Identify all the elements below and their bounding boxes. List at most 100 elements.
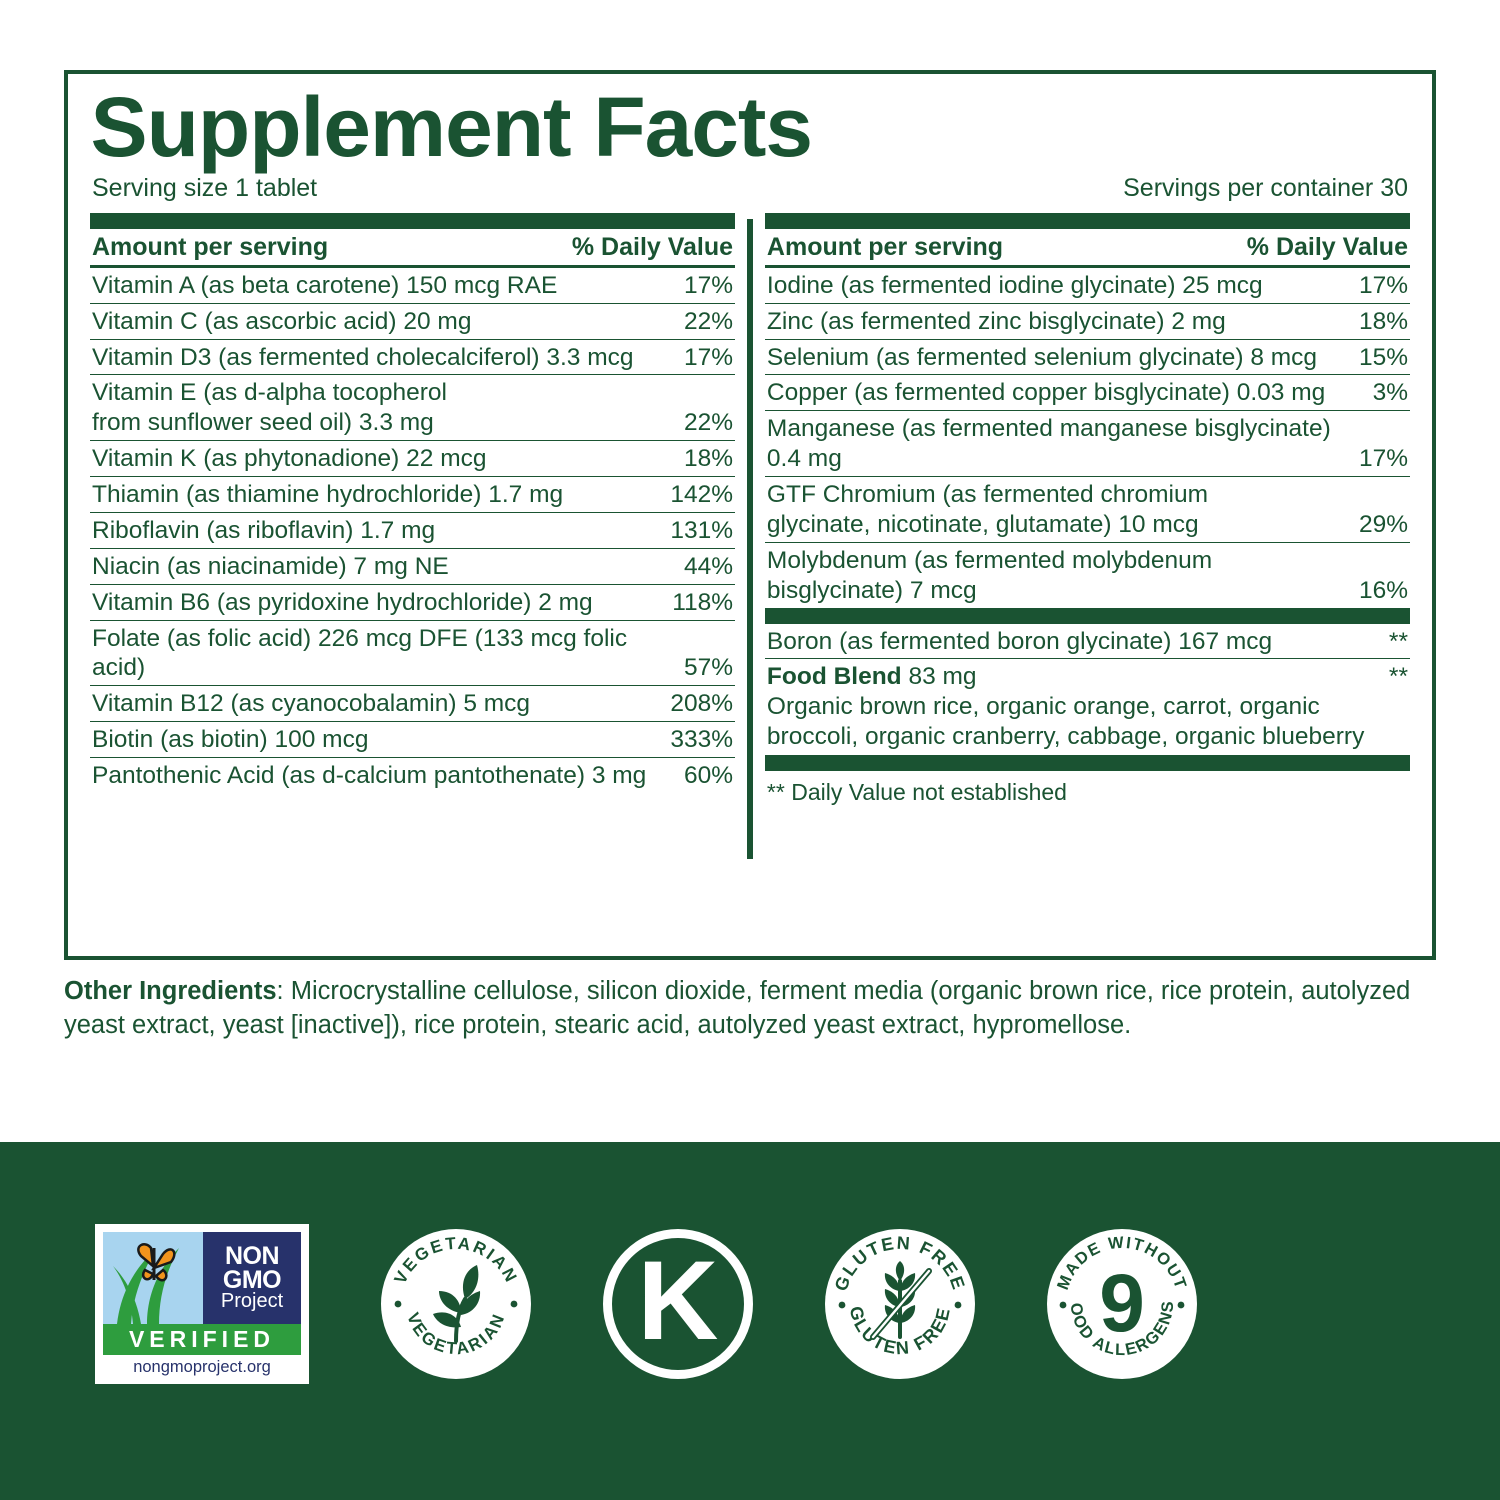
nutrient-dv: 16% [1358,576,1408,604]
nutrient-name: Manganese (as fermented manganese bisgly… [766,415,1331,473]
nutrient-dv: 15% [1358,343,1408,371]
leaf-sprig-icon [433,1265,481,1343]
nutrient-dv: 29% [1358,510,1408,538]
table-row: GTF Chromium (as fermented chromium glyc… [764,477,1410,543]
nutrient-dv: 17% [684,343,734,371]
allergen-count: 9 [1099,1258,1145,1349]
non-gmo-wordmark: NON GMO Project [203,1232,301,1324]
nutrient-name: Boron (as fermented boron glycinate) 167… [766,627,1273,655]
nutrient-name: Riboflavin (as riboflavin) 1.7 mg [92,516,436,544]
table-row: Thiamin (as thiamine hydrochloride) 1.7 … [90,477,736,513]
nutrient-dv: 3% [1372,379,1408,407]
butterfly-and-grass-graphic [113,1243,179,1324]
nutrition-columns: Amount per serving % Daily Value Vitamin… [68,203,1432,859]
table-row: Riboflavin (as riboflavin) 1.7 mg 131% [90,513,736,549]
column-header-right: Amount per serving % Daily Value [764,229,1410,268]
servings-per-container: Servings per container 30 [1123,173,1408,202]
nutrient-dv: 60% [684,762,734,790]
nutrient-name: Selenium (as fermented selenium glycinat… [766,343,1318,371]
other-ingredients-label: Other Ingredients [64,977,277,1005]
nutrient-name: Vitamin A (as beta carotene) 150 mcg RAE [92,271,558,299]
nutrient-name: Folate (as folic acid) 226 mcg DFE (133 … [92,624,628,682]
page-title: Supplement Facts [90,80,813,174]
table-row: Pantothenic Acid (as d-calcium pantothen… [90,758,735,793]
nutrient-name: Pantothenic Acid (as d-calcium pantothen… [92,762,647,790]
nutrient-name: Molybdenum (as fermented molybdenum bisg… [766,546,1213,604]
table-row-boron: Boron (as fermented boron glycinate) 167… [764,624,1410,660]
nutrient-name: Vitamin E (as d-alpha tocopherol from su… [92,379,447,437]
nutrient-dv: 333% [670,726,734,754]
table-row: Vitamin B12 (as cyanocobalamin) 5 mcg 20… [90,686,736,723]
table-row: Vitamin C (as ascorbic acid) 20 mg 22% [90,304,736,340]
gluten-free-seal-graphic: GLUTEN FREE GLUTEN FREE [831,1233,968,1359]
section-separator-bar [764,607,1410,624]
table-row: Niacin (as niacinamide) 7 mg NE 44% [90,549,736,585]
kosher-certification-badge: K [603,1229,753,1379]
nutrient-dv: 142% [670,481,734,509]
nutrient-dv: 17% [684,271,734,299]
table-row: Folate (as folic acid) 226 mcg DFE (133 … [90,621,736,687]
allergen-seal-graphic: MADE WITHOUT FOOD ALLERGENS* [1047,1229,1188,1359]
made-without-allergens-badge: MADE WITHOUT FOOD ALLERGENS* 9 [1047,1229,1197,1379]
column-header-left: Amount per serving % Daily Value [90,229,736,268]
header-amount-left: Amount per serving [92,232,329,261]
non-gmo-url-text: nongmoproject.org [133,1358,271,1377]
butterfly-icon [103,1232,203,1324]
nutrient-dv: 22% [684,307,734,335]
nutrient-name: Vitamin C (as ascorbic acid) 20 mg [92,307,472,335]
serving-size: Serving size 1 tablet [92,173,318,202]
header-dv-right: % Daily Value [1246,232,1408,261]
table-row: Vitamin E (as d-alpha tocopherol from su… [90,375,736,442]
table-row: Vitamin B6 (as pyridoxine hydrochloride)… [90,585,736,621]
food-blend-dv: ** [1388,663,1408,691]
nutrient-name: Vitamin B12 (as cyanocobalamin) 5 mcg [92,690,531,718]
table-row: Copper (as fermented copper bisglycinate… [764,375,1410,412]
column-divider [747,218,753,859]
nutrient-name: Copper (as fermented copper bisglycinate… [766,379,1326,407]
other-ingredients-text: : Microcrystalline cellulose, silicon di… [64,977,1411,1039]
table-row: Vitamin K (as phytonadione) 22 mcg 18% [90,441,736,478]
nutrition-column-left: Amount per serving % Daily Value Vitamin… [90,212,736,859]
nutrient-name: Vitamin D3 (as fermented cholecalciferol… [92,343,634,371]
table-row: Biotin (as biotin) 100 mcg 333% [90,722,736,759]
table-row: Molybdenum (as fermented molybdenum bisg… [765,543,1410,608]
daily-value-footnote: ** Daily Value not established [766,779,1067,806]
nutrient-dv: 131% [670,516,734,544]
header-amount-right: Amount per serving [766,232,1004,261]
nutrient-name: Biotin (as biotin) 100 mcg [92,726,369,754]
gluten-free-seal-badge: GLUTEN FREE GLUTEN FREE [825,1229,975,1379]
table-row: Vitamin A (as beta carotene) 150 mcg RAE… [90,268,736,304]
nutrient-name: GTF Chromium (as fermented chromium glyc… [766,481,1209,538]
supplement-facts-panel: Supplement Facts Serving size 1 tablet S… [64,70,1436,960]
food-blend-heading: Food Blend 83 mg [767,662,1389,692]
nutrient-dv: 44% [684,552,734,580]
nutrient-dv: 208% [670,690,734,718]
nutrient-name: Zinc (as fermented zinc bisglycinate) 2 … [766,307,1226,335]
nutrition-column-right: Amount per serving % Daily Value Iodine … [764,212,1410,859]
nutrient-dv: 17% [1358,445,1408,473]
nutrient-name: Niacin (as niacinamide) 7 mg NE [92,552,449,580]
non-gmo-top: NON GMO Project [103,1232,301,1324]
nutrient-dv: 17% [1358,271,1408,299]
nutrient-dv: 18% [1358,307,1408,335]
certification-badges: NON GMO Project VERIFIED nongmoproject.o… [0,1224,1500,1384]
food-blend-amount: 83 mg [908,663,977,691]
table-row: Selenium (as fermented selenium glycinat… [764,340,1410,376]
table-row: Zinc (as fermented zinc bisglycinate) 2 … [764,304,1410,340]
nutrient-dv: 22% [684,409,734,437]
vegetarian-seal-graphic: VEGETARIAN VEGETARIAN [391,1234,522,1359]
nutrient-dv: 57% [684,654,734,682]
table-row: Iodine (as fermented iodine glycinate) 2… [764,268,1410,304]
nutrient-dv: 18% [684,445,734,473]
non-gmo-project-verified-badge: NON GMO Project VERIFIED nongmoproject.o… [95,1224,309,1384]
nutrient-name: Vitamin B6 (as pyridoxine hydrochloride)… [92,588,593,616]
certification-band: NON GMO Project VERIFIED nongmoproject.o… [0,1142,1500,1500]
section-separator-bar-bottom [764,755,1410,772]
nutrient-name: Vitamin K (as phytonadione) 22 mcg [92,445,487,473]
food-blend-row: Food Blend 83 mg ** [765,659,1410,692]
header-bar-left [90,212,736,229]
svg-text:VEGETARIAN: VEGETARIAN [391,1234,522,1287]
food-blend-ingredients: Organic brown rice, organic orange, carr… [766,693,1365,750]
kosher-k-icon: K [637,1238,719,1363]
